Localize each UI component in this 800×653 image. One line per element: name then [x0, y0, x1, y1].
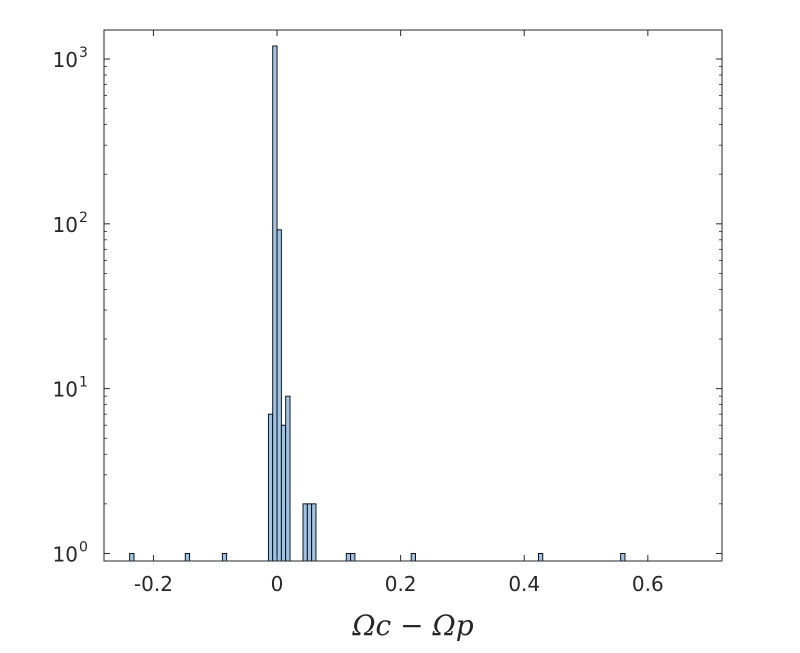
- x-tick-label: 0.4: [508, 572, 540, 596]
- histogram-bar: [184, 553, 191, 562]
- histogram-bar: [350, 553, 356, 562]
- major-ticks: [104, 30, 722, 561]
- histogram-bar: [306, 503, 313, 562]
- histogram-bar: [538, 553, 544, 562]
- x-tick-label: 0.6: [632, 572, 664, 596]
- histogram-bar: [272, 45, 278, 562]
- histogram-bar: [267, 413, 274, 562]
- x-axis-label: Ωc − Ωp: [351, 609, 473, 642]
- histogram-bar: [280, 424, 287, 562]
- histogram-bar: [276, 229, 282, 562]
- histogram-bar: [302, 503, 308, 562]
- axes-box: [103, 29, 723, 562]
- histogram-bar: [221, 553, 228, 562]
- y-tick-exponent: 0: [79, 539, 88, 555]
- histogram-bar: [129, 553, 135, 562]
- y-tick-label: 10: [53, 378, 78, 402]
- x-tick-labels: -0.2 0 0.2 0.4 0.6: [134, 572, 664, 596]
- histogram-bar: [311, 503, 317, 562]
- y-tick-label: 10: [53, 542, 78, 566]
- y-tick-label: 10: [53, 48, 78, 72]
- histogram-bars: [129, 45, 626, 562]
- minor-ticks: [104, 66, 722, 505]
- histogram-bar: [345, 553, 352, 562]
- x-tick-label: 0: [271, 572, 284, 596]
- histogram-bar: [410, 553, 416, 562]
- histogram-bar: [620, 553, 626, 562]
- histogram-bar: [285, 395, 291, 562]
- y-tick-exponent: 1: [79, 375, 88, 391]
- y-tick-exponent: 3: [79, 45, 88, 61]
- x-tick-label: 0.2: [385, 572, 417, 596]
- x-tick-label: -0.2: [134, 572, 173, 596]
- y-tick-label: 10: [53, 213, 78, 237]
- y-tick-exponent: 2: [79, 210, 88, 226]
